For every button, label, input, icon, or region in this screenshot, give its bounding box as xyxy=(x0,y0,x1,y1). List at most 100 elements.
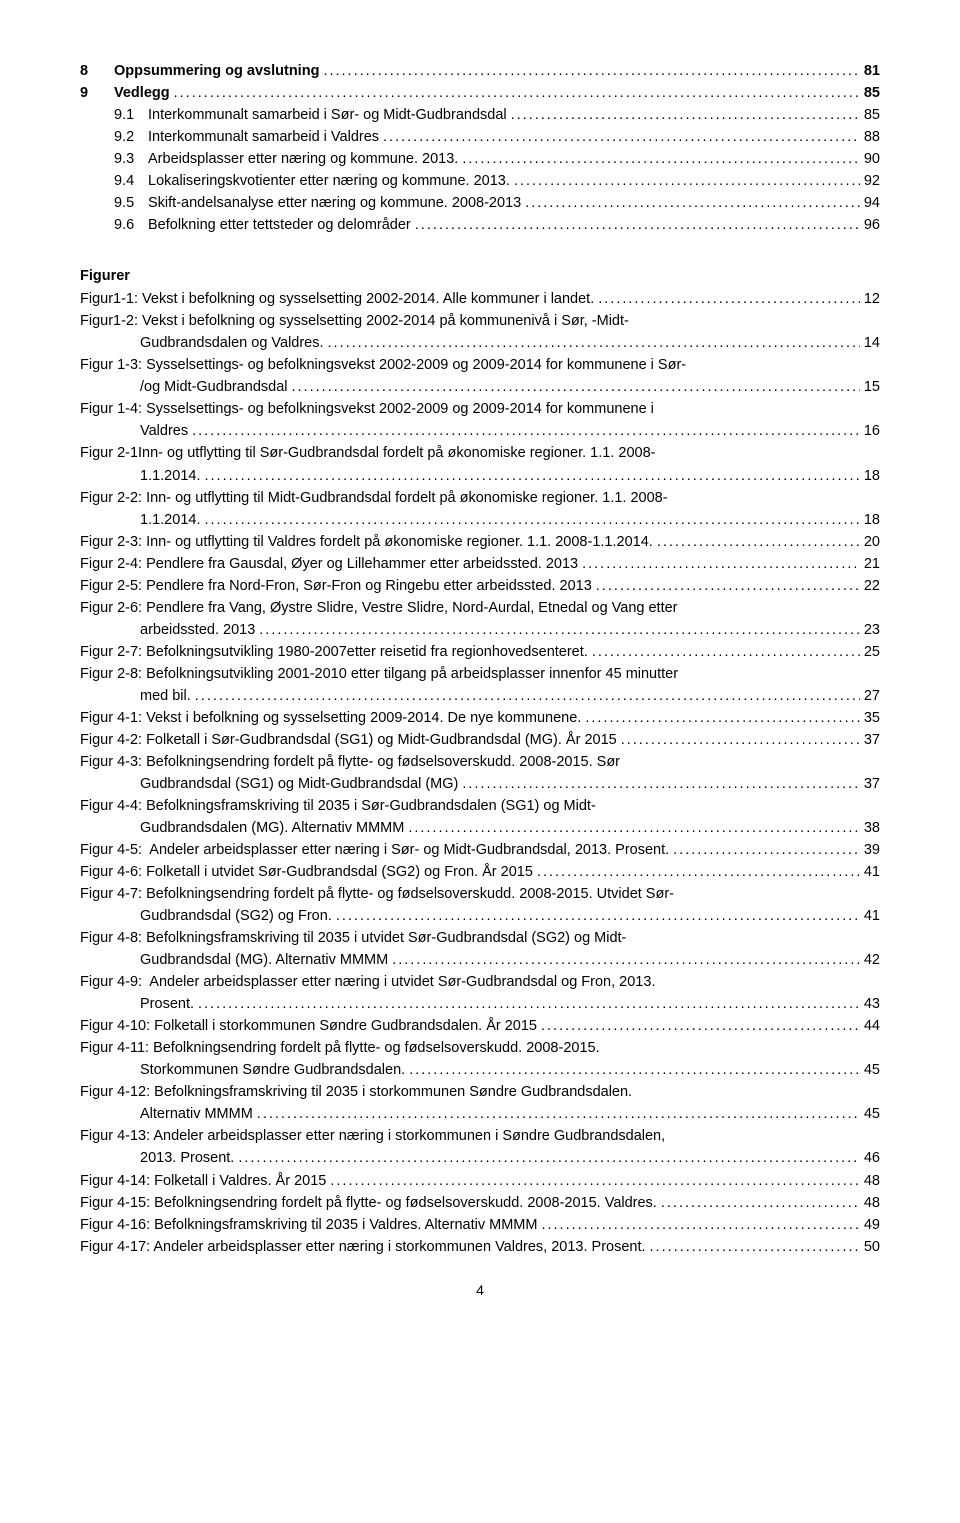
figure-line: Figur 4-9: Andeler arbeidsplasser etter … xyxy=(80,971,880,993)
toc-number: 8 xyxy=(80,60,114,82)
figure-page: 48 xyxy=(864,1170,880,1192)
figure-page: 39 xyxy=(864,839,880,861)
figure-line-cont: arbeidssted. 201323 xyxy=(80,619,880,641)
figure-label: 1.1.2014. xyxy=(140,509,200,531)
figure-line: Figur1-2: Vekst i befolkning og sysselse… xyxy=(80,310,880,332)
toc-number: 9.4 xyxy=(114,170,148,192)
figure-page: 48 xyxy=(864,1192,880,1214)
figure-leader xyxy=(336,905,860,927)
figure-entry: Figur 4-3: Befolkningsendring fordelt på… xyxy=(80,751,880,795)
figure-line: Figur 4-13: Andeler arbeidsplasser etter… xyxy=(80,1125,880,1147)
figure-line-cont: Gudbrandsdalen (MG). Alternativ MMMM 38 xyxy=(80,817,880,839)
figure-label: Prosent. xyxy=(140,993,194,1015)
figure-page: 42 xyxy=(864,949,880,971)
figure-page: 16 xyxy=(864,420,880,442)
figure-leader xyxy=(204,465,859,487)
figure-leader xyxy=(537,861,860,883)
figure-leader xyxy=(596,575,860,597)
figure-entry: Figur 4-9: Andeler arbeidsplasser etter … xyxy=(80,971,880,1015)
toc-leader xyxy=(462,148,860,170)
figure-page: 37 xyxy=(864,729,880,751)
figure-entry: Figur 2-3: Inn- og utflytting til Valdre… xyxy=(80,531,880,553)
figure-leader xyxy=(673,839,860,861)
toc-label: Interkommunalt samarbeid i Valdres xyxy=(148,126,379,148)
toc-entry: 8Oppsummering og avslutning81 xyxy=(80,60,880,82)
figure-page: 21 xyxy=(864,553,880,575)
figure-label: arbeidssted. 2013 xyxy=(140,619,255,641)
figure-line: Figur 4-16: Befolkningsframskriving til … xyxy=(80,1214,880,1236)
toc-label: Lokaliseringskvotienter etter næring og … xyxy=(148,170,510,192)
figure-leader xyxy=(392,949,860,971)
figure-page: 44 xyxy=(864,1015,880,1037)
figure-entry: Figur 2-8: Befolkningsutvikling 2001-201… xyxy=(80,663,880,707)
figure-line: Figur 1-3: Sysselsettings- og befolkning… xyxy=(80,354,880,376)
figure-page: 14 xyxy=(864,332,880,354)
figure-label: Storkommunen Søndre Gudbrandsdalen. xyxy=(140,1059,405,1081)
table-of-contents: 8Oppsummering og avslutning819Vedlegg859… xyxy=(80,60,880,236)
figure-entry: Figur 2-1Inn- og utflytting til Sør-Gudb… xyxy=(80,442,880,486)
figure-line-cont: Prosent.43 xyxy=(80,993,880,1015)
figure-line: Figur 4-10: Folketall i storkommunen Søn… xyxy=(80,1015,880,1037)
figure-label: Gudbrandsdalen (MG). Alternativ MMMM xyxy=(140,817,404,839)
figure-entry: Figur 4-17: Andeler arbeidsplasser etter… xyxy=(80,1236,880,1258)
figure-entry: Figur 2-7: Befolkningsutvikling 1980-200… xyxy=(80,641,880,663)
figure-label: med bil. xyxy=(140,685,191,707)
figure-entry: Figur 2-6: Pendlere fra Vang, Øystre Sli… xyxy=(80,597,880,641)
figure-label: Figur 4-16: Befolkningsframskriving til … xyxy=(80,1214,537,1236)
figure-leader xyxy=(292,376,860,398)
figure-line: Figur 2-5: Pendlere fra Nord-Fron, Sør-F… xyxy=(80,575,880,597)
figure-entry: Figur 4-4: Befolkningsframskriving til 2… xyxy=(80,795,880,839)
figure-label: Figur 4-15: Befolkningsendring fordelt p… xyxy=(80,1192,657,1214)
figure-leader xyxy=(409,1059,860,1081)
figure-label: Figur 4-8: Befolkningsframskriving til 2… xyxy=(80,927,626,949)
figure-leader xyxy=(582,553,860,575)
toc-number: 9.2 xyxy=(114,126,148,148)
figure-line-cont: 2013. Prosent.46 xyxy=(80,1147,880,1169)
figure-leader xyxy=(238,1147,860,1169)
figure-label: Figur 2-2: Inn- og utflytting til Midt-G… xyxy=(80,487,668,509)
figure-label: Figur 2-1Inn- og utflytting til Sør-Gudb… xyxy=(80,442,655,464)
toc-leader xyxy=(174,82,860,104)
figure-entry: Figur 4-6: Folketall i utvidet Sør-Gudbr… xyxy=(80,861,880,883)
figure-page: 12 xyxy=(864,288,880,310)
figure-line-cont: Gudbrandsdalen og Valdres.14 xyxy=(80,332,880,354)
figure-leader xyxy=(585,707,860,729)
figure-line: Figur 4-7: Befolkningsendring fordelt på… xyxy=(80,883,880,905)
toc-entry: 9.3Arbeidsplasser etter næring og kommun… xyxy=(80,148,880,170)
figure-line: Figur 4-1: Vekst i befolkning og syssels… xyxy=(80,707,880,729)
toc-entry: 9.2Interkommunalt samarbeid i Valdres88 xyxy=(80,126,880,148)
toc-page: 85 xyxy=(864,104,880,126)
figure-line: Figur 4-2: Folketall i Sør-Gudbrandsdal … xyxy=(80,729,880,751)
toc-leader xyxy=(511,104,860,126)
figure-label: Figur1-1: Vekst i befolkning og sysselse… xyxy=(80,288,594,310)
figure-entry: Figur 2-4: Pendlere fra Gausdal, Øyer og… xyxy=(80,553,880,575)
figure-label: Figur 4-11: Befolkningsendring fordelt p… xyxy=(80,1037,600,1059)
toc-number: 9.3 xyxy=(114,148,148,170)
figure-entry: Figur 2-5: Pendlere fra Nord-Fron, Sør-F… xyxy=(80,575,880,597)
figure-leader xyxy=(541,1015,860,1037)
figure-entry: Figur 4-10: Folketall i storkommunen Søn… xyxy=(80,1015,880,1037)
figure-line: Figur 4-17: Andeler arbeidsplasser etter… xyxy=(80,1236,880,1258)
figure-label: Valdres xyxy=(140,420,188,442)
figure-page: 25 xyxy=(864,641,880,663)
figure-line: Figur 2-7: Befolkningsutvikling 1980-200… xyxy=(80,641,880,663)
toc-number: 9.1 xyxy=(114,104,148,126)
figure-leader xyxy=(592,641,860,663)
figure-line-cont: Alternativ MMMM45 xyxy=(80,1103,880,1125)
figure-label: Figur 4-3: Befolkningsendring fordelt på… xyxy=(80,751,620,773)
figure-entry: Figur 4-11: Befolkningsendring fordelt p… xyxy=(80,1037,880,1081)
figure-line: Figur 2-2: Inn- og utflytting til Midt-G… xyxy=(80,487,880,509)
figure-entry: Figur 1-3: Sysselsettings- og befolkning… xyxy=(80,354,880,398)
figure-line: Figur 4-5: Andeler arbeidsplasser etter … xyxy=(80,839,880,861)
figure-label: Figur 4-4: Befolkningsframskriving til 2… xyxy=(80,795,596,817)
figure-entry: Figur 4-15: Befolkningsendring fordelt p… xyxy=(80,1192,880,1214)
figure-line: Figur 2-1Inn- og utflytting til Sør-Gudb… xyxy=(80,442,880,464)
figure-line: Figur1-1: Vekst i befolkning og sysselse… xyxy=(80,288,880,310)
figure-leader xyxy=(330,1170,860,1192)
figure-label: Figur 2-7: Befolkningsutvikling 1980-200… xyxy=(80,641,588,663)
figure-label: Alternativ MMMM xyxy=(140,1103,253,1125)
figure-page: 38 xyxy=(864,817,880,839)
figure-page: 27 xyxy=(864,685,880,707)
page-number: 4 xyxy=(80,1282,880,1298)
figure-leader xyxy=(408,817,860,839)
